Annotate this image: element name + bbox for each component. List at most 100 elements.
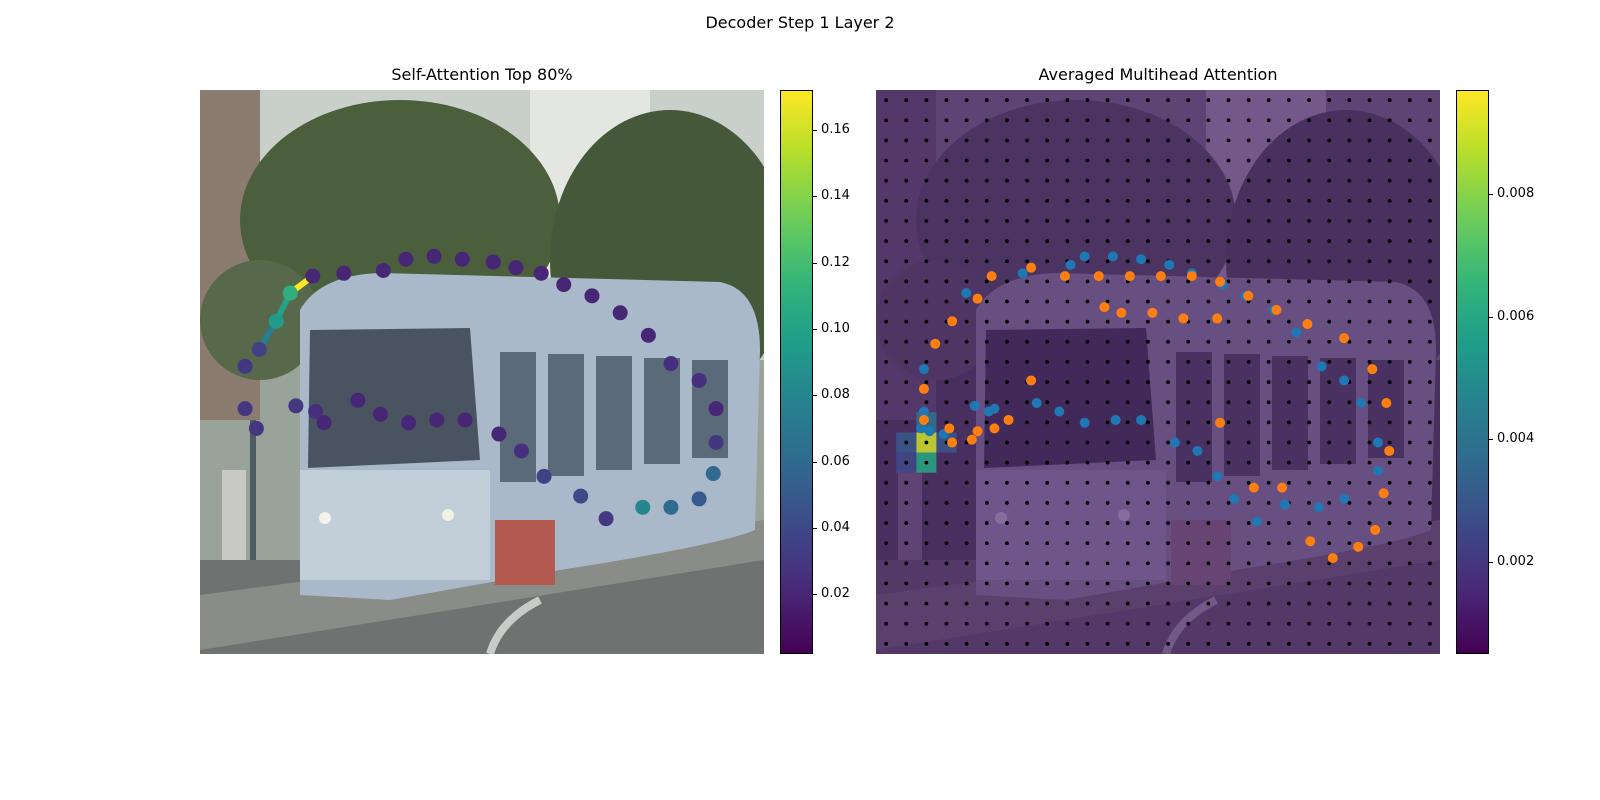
keypoint-7 — [508, 260, 524, 276]
keypoint-22 — [573, 488, 589, 504]
orange-point-17 — [1367, 364, 1378, 375]
blue-point-32 — [1054, 406, 1065, 417]
left-colorbar-tickmark-6 — [813, 196, 817, 198]
blue-point-17 — [1339, 375, 1350, 386]
keypoint-19 — [663, 499, 679, 515]
keypoint-4 — [426, 248, 442, 264]
keypoint-11 — [612, 305, 628, 321]
keypoint-36 — [237, 358, 253, 374]
left-colorbar-tick-label: 0.08 — [821, 387, 850, 403]
orange-point-23 — [1327, 553, 1338, 564]
blue-point-5 — [1017, 268, 1028, 279]
blue-point-1 — [918, 406, 929, 417]
blue-point-3 — [918, 364, 929, 375]
left-axes-title: Self-Attention Top 80% — [391, 65, 573, 84]
orange-point-2 — [930, 338, 941, 349]
blue-point-10 — [1164, 259, 1175, 270]
orange-point-12 — [1215, 276, 1226, 287]
blue-point-22 — [1313, 502, 1324, 513]
orange-point-24 — [1305, 536, 1316, 547]
orange-point-16 — [1339, 333, 1350, 344]
grid-dots — [884, 98, 1432, 646]
left-colorbar-tickmark-3 — [813, 395, 817, 397]
keypoint-32 — [308, 403, 324, 419]
keypoint-24 — [513, 443, 529, 459]
blue-point-20 — [1372, 465, 1383, 476]
orange-point-28 — [1212, 313, 1223, 324]
keypoint-37 — [251, 341, 267, 357]
multihead-attention-plot — [876, 90, 1440, 654]
right-colorbar-tickmark-2 — [1489, 316, 1493, 318]
keypoint-25 — [491, 426, 507, 442]
left-colorbar-tick-label: 0.10 — [821, 320, 850, 336]
keypoint-29 — [372, 406, 388, 422]
blue-point-6 — [1065, 259, 1076, 270]
keypoint-12 — [640, 327, 656, 343]
blue-point-23 — [1279, 499, 1290, 510]
self-attention-colorbar — [780, 90, 813, 654]
left-colorbar-tickmark-7 — [813, 129, 817, 131]
blue-point-36 — [969, 400, 980, 411]
blue-point-8 — [1107, 251, 1118, 262]
keypoint-28 — [401, 415, 417, 431]
orange-point-4 — [972, 293, 983, 304]
orange-point-20 — [1378, 488, 1389, 499]
orange-point-33 — [1026, 375, 1037, 386]
figure-suptitle: Decoder Step 1 Layer 2 — [705, 13, 895, 32]
left-colorbar-tickmark-1 — [813, 527, 817, 529]
keypoint-21 — [598, 511, 614, 527]
blue-point-27 — [1192, 445, 1203, 456]
left-colorbar-tickmark-2 — [813, 461, 817, 463]
orange-point-14 — [1271, 304, 1282, 315]
orange-point-32 — [1099, 302, 1110, 313]
orange-point-11 — [1186, 271, 1197, 282]
left-colorbar-tick-label: 0.04 — [821, 519, 850, 535]
keypoint-34 — [237, 401, 253, 417]
orange-point-7 — [1059, 271, 1070, 282]
orange-point-1 — [918, 414, 929, 425]
keypoint-15 — [708, 401, 724, 417]
keypoint-27 — [429, 412, 445, 428]
attention-heatmap — [876, 90, 1440, 654]
left-background-photo — [200, 90, 764, 654]
left-colorbar-tick-label: 0.02 — [821, 586, 850, 602]
orange-point-37 — [966, 434, 977, 445]
orange-point-5 — [986, 271, 997, 282]
orange-point-0 — [918, 383, 929, 394]
orange-point-15 — [1302, 319, 1313, 330]
keypoint-16 — [708, 435, 724, 450]
keypoint-5 — [454, 251, 470, 267]
keypoint-8 — [533, 265, 549, 281]
orange-point-29 — [1178, 313, 1189, 324]
right-colorbar-tick-label: 0.002 — [1497, 554, 1535, 570]
keypoint-13 — [663, 356, 679, 372]
keypoint-38 — [268, 313, 284, 329]
keypoint-0 — [305, 268, 321, 284]
left-colorbar-tickmark-4 — [813, 328, 817, 330]
keypoint-17 — [705, 466, 721, 482]
keypoint-23 — [536, 468, 552, 484]
keypoint-26 — [457, 412, 473, 428]
right-colorbar-tickmark-0 — [1489, 562, 1493, 564]
self-attention-panel — [200, 90, 764, 654]
orange-point-3 — [947, 316, 958, 327]
keypoint-9 — [556, 277, 572, 293]
keypoint-31 — [316, 415, 332, 431]
orange-point-31 — [1116, 307, 1127, 318]
blue-point-31 — [1079, 417, 1090, 428]
blue-point-35 — [983, 406, 994, 417]
blue-point-4 — [961, 288, 972, 299]
right-colorbar-tickmark-3 — [1489, 194, 1493, 196]
orange-point-27 — [1215, 417, 1226, 428]
right-colorbar-tick-label: 0.006 — [1497, 308, 1535, 324]
orange-point-6 — [1026, 262, 1037, 273]
multihead-attention-colorbar — [1456, 90, 1489, 654]
orange-point-30 — [1147, 307, 1158, 318]
keypoint-30 — [350, 392, 366, 408]
blue-point-15 — [1291, 327, 1302, 338]
keypoint-33 — [288, 398, 304, 414]
blue-point-28 — [1169, 437, 1180, 448]
left-colorbar-tickmark-0 — [813, 594, 817, 596]
keypoint-39 — [282, 285, 298, 301]
keypoint-10 — [584, 288, 600, 304]
